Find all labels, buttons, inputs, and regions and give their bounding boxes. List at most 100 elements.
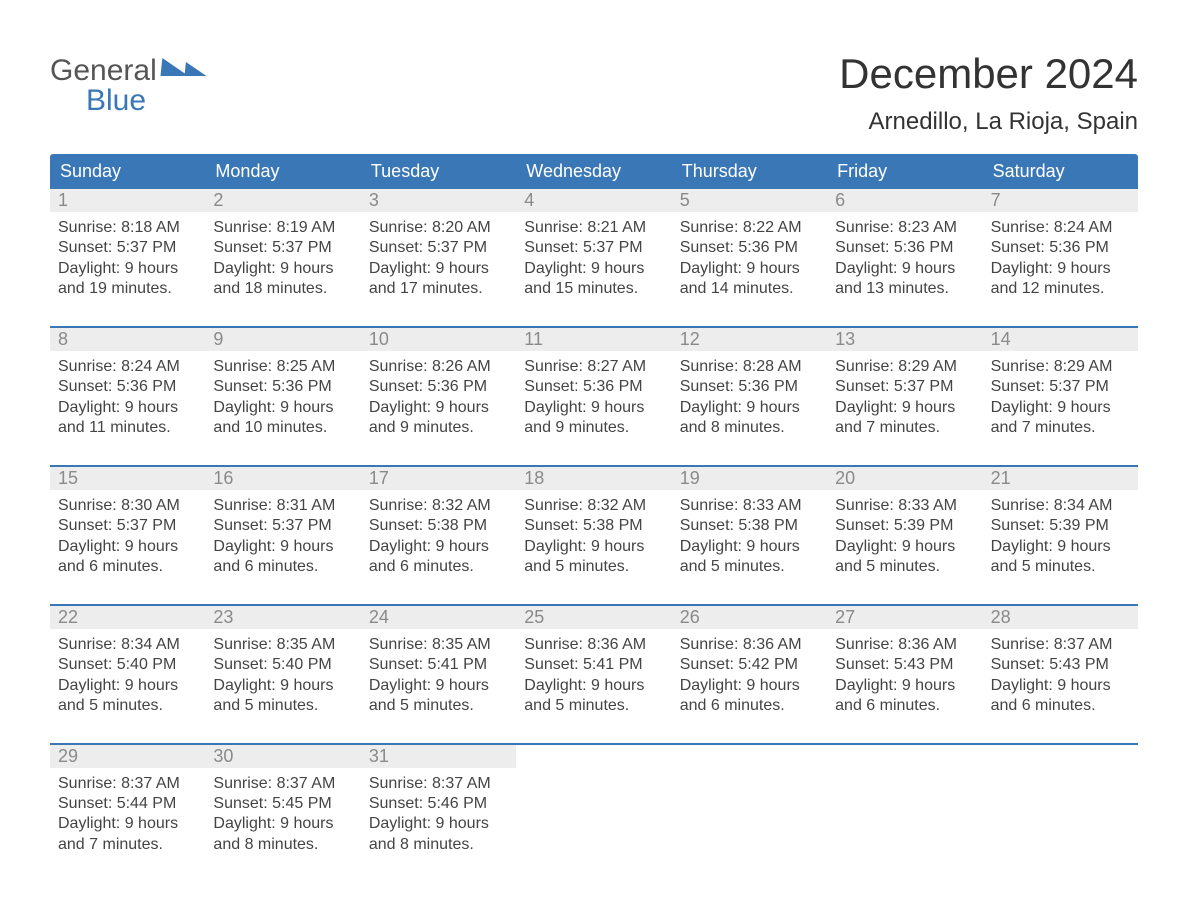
sunrise-line: Sunrise: 8:36 AM (524, 635, 663, 655)
day-body: Sunrise: 8:37 AMSunset: 5:45 PMDaylight:… (205, 768, 360, 856)
sunrise-line: Sunrise: 8:32 AM (524, 496, 663, 516)
sunset-line: Sunset: 5:44 PM (58, 794, 197, 814)
daylight-line: Daylight: 9 hours and 5 minutes. (369, 676, 508, 717)
sunset-line: Sunset: 5:40 PM (213, 655, 352, 675)
day-number: 19 (672, 467, 827, 490)
daylight-line: Daylight: 9 hours and 12 minutes. (991, 259, 1130, 300)
weeks-container: 1Sunrise: 8:18 AMSunset: 5:37 PMDaylight… (50, 189, 1138, 881)
daylight-line: Daylight: 9 hours and 7 minutes. (835, 398, 974, 439)
day-body: Sunrise: 8:33 AMSunset: 5:39 PMDaylight:… (827, 490, 982, 578)
day-body: Sunrise: 8:29 AMSunset: 5:37 PMDaylight:… (983, 351, 1138, 439)
weekday-header-cell: Saturday (983, 154, 1138, 189)
logo-text-general: General (50, 56, 157, 86)
day-cell (827, 745, 982, 882)
sunset-line: Sunset: 5:36 PM (680, 238, 819, 258)
sunrise-line: Sunrise: 8:24 AM (991, 218, 1130, 238)
sunrise-line: Sunrise: 8:21 AM (524, 218, 663, 238)
day-cell: 12Sunrise: 8:28 AMSunset: 5:36 PMDayligh… (672, 328, 827, 465)
sunset-line: Sunset: 5:38 PM (680, 516, 819, 536)
sunrise-line: Sunrise: 8:37 AM (369, 774, 508, 794)
sunrise-line: Sunrise: 8:18 AM (58, 218, 197, 238)
sunrise-line: Sunrise: 8:29 AM (835, 357, 974, 377)
daylight-line: Daylight: 9 hours and 5 minutes. (524, 537, 663, 578)
day-number: 17 (361, 467, 516, 490)
day-body: Sunrise: 8:37 AMSunset: 5:46 PMDaylight:… (361, 768, 516, 856)
day-cell: 2Sunrise: 8:19 AMSunset: 5:37 PMDaylight… (205, 189, 360, 326)
weekday-header-cell: Sunday (50, 154, 205, 189)
day-body: Sunrise: 8:26 AMSunset: 5:36 PMDaylight:… (361, 351, 516, 439)
day-cell: 23Sunrise: 8:35 AMSunset: 5:40 PMDayligh… (205, 606, 360, 743)
daylight-line: Daylight: 9 hours and 6 minutes. (680, 676, 819, 717)
sunset-line: Sunset: 5:37 PM (991, 377, 1130, 397)
day-number: 24 (361, 606, 516, 629)
day-number: 22 (50, 606, 205, 629)
day-body: Sunrise: 8:20 AMSunset: 5:37 PMDaylight:… (361, 212, 516, 300)
daylight-line: Daylight: 9 hours and 5 minutes. (991, 537, 1130, 578)
day-number: 10 (361, 328, 516, 351)
daylight-line: Daylight: 9 hours and 9 minutes. (524, 398, 663, 439)
day-body: Sunrise: 8:23 AMSunset: 5:36 PMDaylight:… (827, 212, 982, 300)
daylight-line: Daylight: 9 hours and 15 minutes. (524, 259, 663, 300)
day-number: 15 (50, 467, 205, 490)
day-cell: 13Sunrise: 8:29 AMSunset: 5:37 PMDayligh… (827, 328, 982, 465)
day-body: Sunrise: 8:21 AMSunset: 5:37 PMDaylight:… (516, 212, 671, 300)
sunset-line: Sunset: 5:41 PM (369, 655, 508, 675)
sunrise-line: Sunrise: 8:31 AM (213, 496, 352, 516)
day-body: Sunrise: 8:36 AMSunset: 5:42 PMDaylight:… (672, 629, 827, 717)
day-number: 4 (516, 189, 671, 212)
day-number: 20 (827, 467, 982, 490)
day-cell: 25Sunrise: 8:36 AMSunset: 5:41 PMDayligh… (516, 606, 671, 743)
daylight-line: Daylight: 9 hours and 18 minutes. (213, 259, 352, 300)
day-cell: 10Sunrise: 8:26 AMSunset: 5:36 PMDayligh… (361, 328, 516, 465)
day-number: 8 (50, 328, 205, 351)
sunrise-line: Sunrise: 8:24 AM (58, 357, 197, 377)
day-cell: 30Sunrise: 8:37 AMSunset: 5:45 PMDayligh… (205, 745, 360, 882)
daylight-line: Daylight: 9 hours and 5 minutes. (680, 537, 819, 578)
day-number: 26 (672, 606, 827, 629)
day-body: Sunrise: 8:30 AMSunset: 5:37 PMDaylight:… (50, 490, 205, 578)
weekday-header-cell: Tuesday (361, 154, 516, 189)
weekday-header-cell: Friday (827, 154, 982, 189)
day-cell: 5Sunrise: 8:22 AMSunset: 5:36 PMDaylight… (672, 189, 827, 326)
day-body: Sunrise: 8:25 AMSunset: 5:36 PMDaylight:… (205, 351, 360, 439)
sunrise-line: Sunrise: 8:22 AM (680, 218, 819, 238)
daylight-line: Daylight: 9 hours and 6 minutes. (58, 537, 197, 578)
sunset-line: Sunset: 5:37 PM (58, 238, 197, 258)
day-cell: 21Sunrise: 8:34 AMSunset: 5:39 PMDayligh… (983, 467, 1138, 604)
daylight-line: Daylight: 9 hours and 6 minutes. (213, 537, 352, 578)
day-number: 5 (672, 189, 827, 212)
day-cell: 28Sunrise: 8:37 AMSunset: 5:43 PMDayligh… (983, 606, 1138, 743)
day-body: Sunrise: 8:19 AMSunset: 5:37 PMDaylight:… (205, 212, 360, 300)
day-body: Sunrise: 8:34 AMSunset: 5:39 PMDaylight:… (983, 490, 1138, 578)
day-body: Sunrise: 8:36 AMSunset: 5:41 PMDaylight:… (516, 629, 671, 717)
day-body: Sunrise: 8:31 AMSunset: 5:37 PMDaylight:… (205, 490, 360, 578)
logo-triangle-icon-2 (184, 62, 207, 76)
day-cell: 1Sunrise: 8:18 AMSunset: 5:37 PMDaylight… (50, 189, 205, 326)
day-number: 18 (516, 467, 671, 490)
sunrise-line: Sunrise: 8:36 AM (680, 635, 819, 655)
sunrise-line: Sunrise: 8:33 AM (680, 496, 819, 516)
weekday-header-row: SundayMondayTuesdayWednesdayThursdayFrid… (50, 154, 1138, 189)
day-number: 3 (361, 189, 516, 212)
day-cell: 16Sunrise: 8:31 AMSunset: 5:37 PMDayligh… (205, 467, 360, 604)
daylight-line: Daylight: 9 hours and 8 minutes. (213, 814, 352, 855)
sunrise-line: Sunrise: 8:33 AM (835, 496, 974, 516)
sunrise-line: Sunrise: 8:37 AM (58, 774, 197, 794)
weekday-header-cell: Thursday (672, 154, 827, 189)
sunrise-line: Sunrise: 8:28 AM (680, 357, 819, 377)
day-cell: 31Sunrise: 8:37 AMSunset: 5:46 PMDayligh… (361, 745, 516, 882)
daylight-line: Daylight: 9 hours and 7 minutes. (991, 398, 1130, 439)
day-number: 29 (50, 745, 205, 768)
daylight-line: Daylight: 9 hours and 5 minutes. (213, 676, 352, 717)
month-title: December 2024 (839, 50, 1138, 98)
week-row: 1Sunrise: 8:18 AMSunset: 5:37 PMDaylight… (50, 189, 1138, 326)
daylight-line: Daylight: 9 hours and 6 minutes. (369, 537, 508, 578)
day-cell: 22Sunrise: 8:34 AMSunset: 5:40 PMDayligh… (50, 606, 205, 743)
day-body: Sunrise: 8:35 AMSunset: 5:41 PMDaylight:… (361, 629, 516, 717)
day-cell: 7Sunrise: 8:24 AMSunset: 5:36 PMDaylight… (983, 189, 1138, 326)
sunrise-line: Sunrise: 8:23 AM (835, 218, 974, 238)
sunset-line: Sunset: 5:36 PM (991, 238, 1130, 258)
day-cell: 11Sunrise: 8:27 AMSunset: 5:36 PMDayligh… (516, 328, 671, 465)
day-body: Sunrise: 8:35 AMSunset: 5:40 PMDaylight:… (205, 629, 360, 717)
sunrise-line: Sunrise: 8:26 AM (369, 357, 508, 377)
